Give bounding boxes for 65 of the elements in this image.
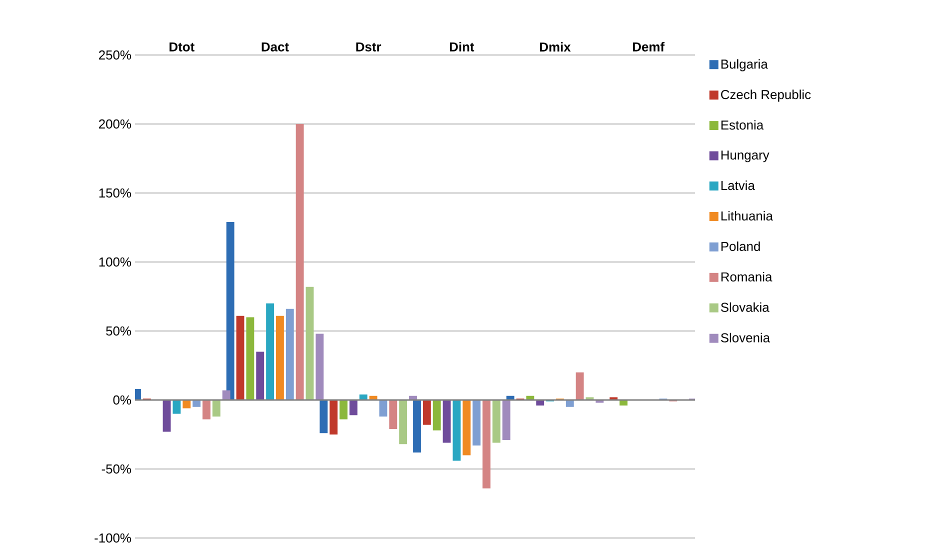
y-tick-label: 50% xyxy=(106,326,132,336)
bar xyxy=(379,400,388,417)
y-tick-label: 200% xyxy=(99,119,132,129)
bar xyxy=(472,400,481,446)
bar xyxy=(492,400,500,443)
bar xyxy=(610,397,618,400)
bar xyxy=(349,400,358,416)
bar xyxy=(316,334,324,400)
bar xyxy=(320,400,328,434)
legend-label: Czech Republic xyxy=(721,90,811,102)
legend-label: Slovenia xyxy=(720,332,770,342)
legend-label: Lithuania xyxy=(721,211,773,221)
legend-label: Estonia xyxy=(721,120,764,130)
y-tick-label: 250% xyxy=(99,50,132,60)
legend-label: Bulgaria xyxy=(721,59,768,72)
bar xyxy=(442,400,451,443)
bar xyxy=(422,400,431,425)
bar xyxy=(222,390,230,400)
bar xyxy=(413,400,421,452)
y-tick-label: 0% xyxy=(113,395,132,405)
bar xyxy=(359,394,368,400)
legend-label: Hungary xyxy=(721,150,770,162)
bar xyxy=(226,222,234,400)
bar xyxy=(306,286,314,400)
x-tick-label: Dact xyxy=(262,42,289,52)
y-tick-label: -50% xyxy=(102,464,132,474)
bar xyxy=(296,124,304,400)
bar xyxy=(330,400,338,434)
bar xyxy=(502,400,510,440)
bar xyxy=(566,400,574,407)
bar xyxy=(620,400,628,406)
bar xyxy=(192,400,201,407)
bar xyxy=(536,400,544,406)
bar xyxy=(246,317,254,400)
bar xyxy=(462,400,471,456)
x-tick-label: Dstr xyxy=(356,42,382,52)
x-tick-label: Demf xyxy=(633,42,665,52)
bar xyxy=(432,400,441,430)
legend-label: Latvia xyxy=(721,180,755,190)
legend-label: Poland xyxy=(721,241,760,252)
y-tick-label: -100% xyxy=(94,533,132,543)
bar xyxy=(276,316,284,400)
bar xyxy=(236,316,244,400)
x-tick-label: Dint xyxy=(450,42,474,52)
bar xyxy=(202,400,210,420)
bar xyxy=(172,400,181,414)
y-tick-label: 150% xyxy=(99,188,132,198)
bar xyxy=(256,352,264,400)
bar xyxy=(576,372,584,400)
y-tick-label: 100% xyxy=(99,257,132,267)
bar xyxy=(340,400,348,420)
x-tick-label: Dmix xyxy=(540,42,571,52)
x-tick-label: Dtot xyxy=(170,42,194,52)
bar xyxy=(162,400,171,432)
bar xyxy=(212,400,220,417)
bar xyxy=(266,303,274,400)
bar xyxy=(389,400,398,429)
legend-label: Romania xyxy=(721,272,772,282)
bar xyxy=(452,400,461,461)
bar xyxy=(286,308,294,400)
bar xyxy=(182,400,191,408)
bar xyxy=(482,400,490,488)
bar xyxy=(596,400,604,403)
legend-label: Slovakia xyxy=(720,302,770,312)
bar xyxy=(399,400,408,444)
